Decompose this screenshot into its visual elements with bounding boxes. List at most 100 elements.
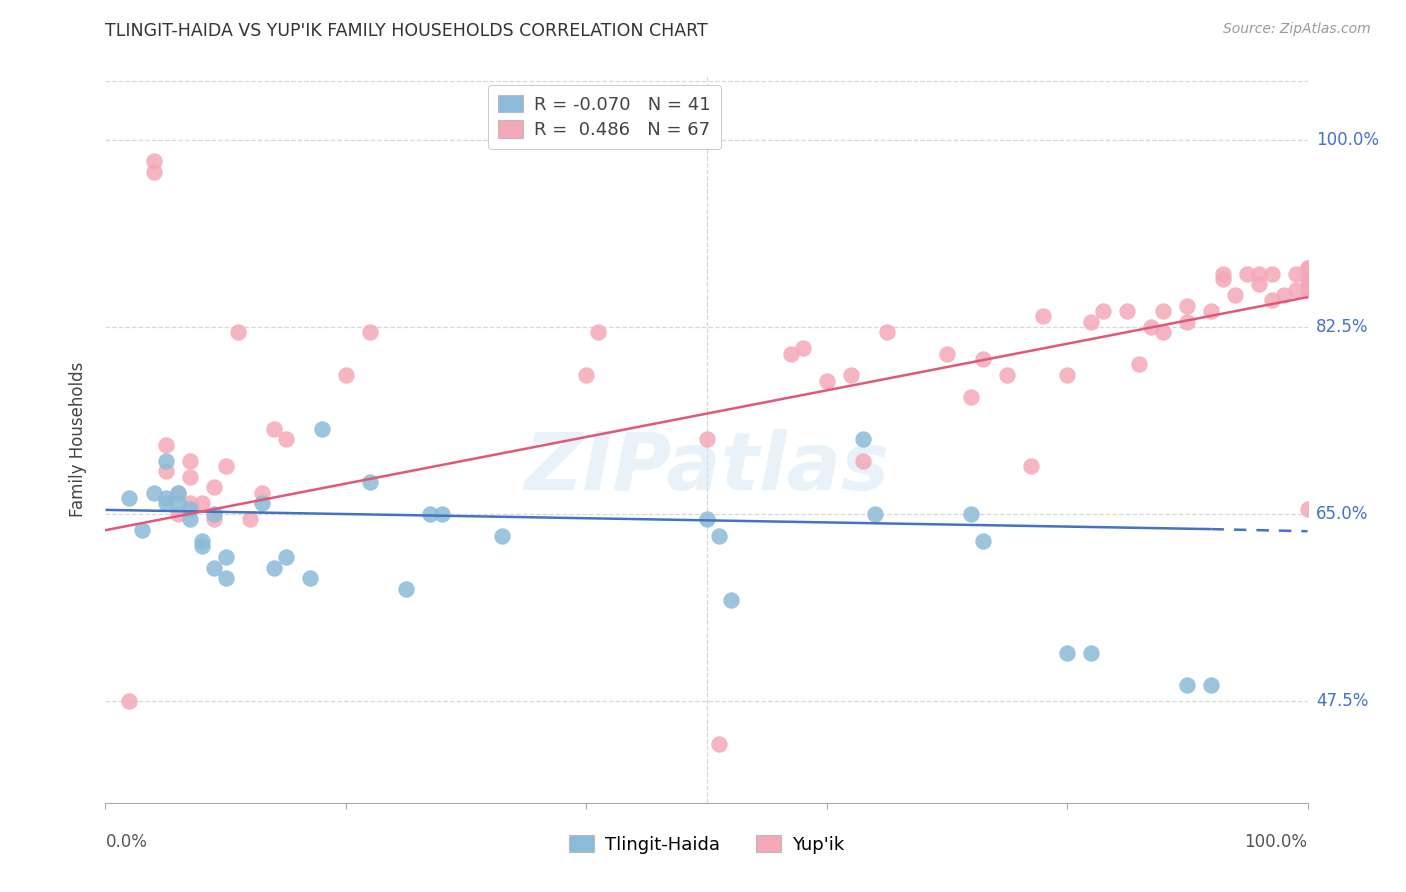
Point	[179, 496, 201, 510]
Point	[696, 512, 718, 526]
Point	[1175, 678, 1198, 692]
Point	[1236, 267, 1258, 281]
Point	[359, 326, 381, 340]
Point	[359, 475, 381, 489]
Point	[1296, 261, 1319, 276]
Point	[972, 533, 994, 548]
Point	[707, 737, 730, 751]
Point	[1175, 299, 1198, 313]
Point	[214, 571, 236, 585]
Point	[1284, 267, 1306, 281]
Point	[852, 433, 875, 447]
Point	[395, 582, 418, 596]
Point	[250, 485, 273, 500]
Point	[298, 571, 321, 585]
Point	[720, 592, 742, 607]
Point	[166, 507, 188, 521]
Point	[815, 374, 838, 388]
Point	[179, 469, 201, 483]
Point	[1140, 320, 1163, 334]
Point	[202, 512, 225, 526]
Point	[1296, 283, 1319, 297]
Point	[839, 368, 862, 383]
Point	[142, 485, 165, 500]
Point	[876, 326, 898, 340]
Point	[214, 458, 236, 473]
Point	[311, 422, 333, 436]
Point	[335, 368, 357, 383]
Point	[131, 523, 153, 537]
Point	[1080, 646, 1102, 660]
Point	[1296, 272, 1319, 286]
Y-axis label: Family Households: Family Households	[69, 361, 87, 517]
Point	[226, 326, 249, 340]
Point	[1056, 368, 1078, 383]
Point	[263, 422, 285, 436]
Text: TLINGIT-HAIDA VS YUP'IK FAMILY HOUSEHOLDS CORRELATION CHART: TLINGIT-HAIDA VS YUP'IK FAMILY HOUSEHOLD…	[105, 22, 709, 40]
Point	[936, 347, 959, 361]
Point	[1201, 678, 1223, 692]
Point	[852, 453, 875, 467]
Point	[202, 507, 225, 521]
Point	[1272, 288, 1295, 302]
Point	[1249, 277, 1271, 292]
Point	[1296, 283, 1319, 297]
Point	[1019, 458, 1042, 473]
Point	[588, 326, 610, 340]
Point	[419, 507, 441, 521]
Point	[1128, 358, 1150, 372]
Point	[250, 496, 273, 510]
Text: Source: ZipAtlas.com: Source: ZipAtlas.com	[1223, 22, 1371, 37]
Point	[696, 433, 718, 447]
Text: 0.0%: 0.0%	[105, 833, 148, 851]
Point	[142, 165, 165, 179]
Point	[142, 154, 165, 169]
Point	[179, 501, 201, 516]
Point	[960, 507, 983, 521]
Point	[190, 539, 212, 553]
Point	[863, 507, 886, 521]
Point	[166, 485, 188, 500]
Point	[179, 512, 201, 526]
Point	[118, 491, 141, 505]
Point	[960, 390, 983, 404]
Point	[239, 512, 262, 526]
Point	[1260, 293, 1282, 308]
Point	[1296, 277, 1319, 292]
Point	[1032, 310, 1054, 324]
Point	[972, 352, 994, 367]
Point	[214, 549, 236, 564]
Text: 47.5%: 47.5%	[1316, 692, 1368, 710]
Point	[1080, 315, 1102, 329]
Point	[274, 549, 297, 564]
Text: 65.0%: 65.0%	[1316, 505, 1368, 523]
Point	[1212, 272, 1234, 286]
Point	[1260, 267, 1282, 281]
Point	[995, 368, 1018, 383]
Point	[707, 528, 730, 542]
Point	[1296, 501, 1319, 516]
Point	[263, 560, 285, 574]
Point	[1056, 646, 1078, 660]
Point	[190, 533, 212, 548]
Point	[1212, 267, 1234, 281]
Point	[179, 453, 201, 467]
Point	[155, 496, 177, 510]
Point	[1249, 267, 1271, 281]
Point	[166, 485, 188, 500]
Point	[1225, 288, 1247, 302]
Point	[1116, 304, 1139, 318]
Point	[190, 496, 212, 510]
Point	[1152, 304, 1174, 318]
Point	[1201, 304, 1223, 318]
Text: ZIPatlas: ZIPatlas	[524, 429, 889, 508]
Point	[575, 368, 598, 383]
Point	[274, 433, 297, 447]
Point	[1152, 326, 1174, 340]
Text: 82.5%: 82.5%	[1316, 318, 1368, 336]
Point	[155, 464, 177, 478]
Point	[1175, 315, 1198, 329]
Point	[1284, 283, 1306, 297]
Point	[430, 507, 453, 521]
Point	[792, 342, 814, 356]
